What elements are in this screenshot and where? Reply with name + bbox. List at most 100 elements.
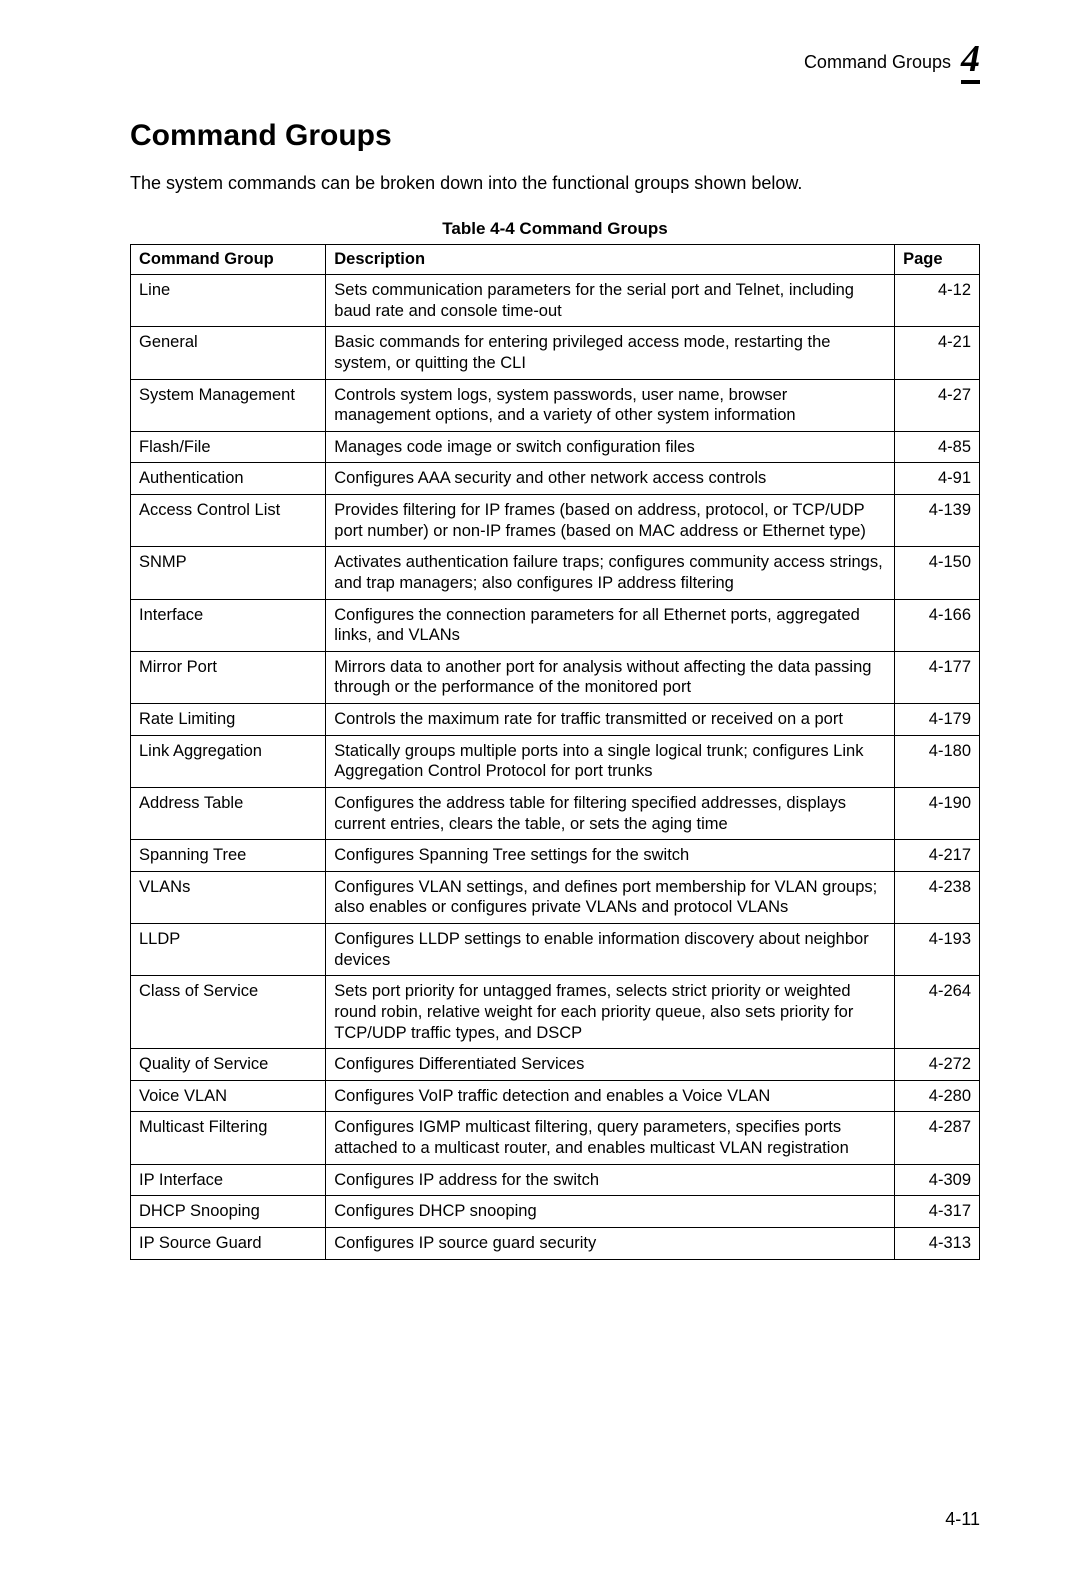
cell-command-group: DHCP Snooping bbox=[131, 1196, 326, 1228]
cell-page: 4-313 bbox=[895, 1227, 980, 1259]
cell-description: Activates authentication failure traps; … bbox=[326, 547, 895, 599]
cell-command-group: System Management bbox=[131, 379, 326, 431]
cell-command-group: Spanning Tree bbox=[131, 840, 326, 872]
table-row: VLANsConfigures VLAN settings, and defin… bbox=[131, 871, 980, 923]
cell-command-group: Interface bbox=[131, 599, 326, 651]
cell-command-group: IP Source Guard bbox=[131, 1227, 326, 1259]
cell-page: 4-190 bbox=[895, 787, 980, 839]
table-row: Class of ServiceSets port priority for u… bbox=[131, 976, 980, 1049]
running-head-text: Command Groups bbox=[804, 52, 951, 73]
cell-page: 4-238 bbox=[895, 871, 980, 923]
cell-page: 4-264 bbox=[895, 976, 980, 1049]
cell-command-group: Link Aggregation bbox=[131, 735, 326, 787]
col-header-group: Command Group bbox=[131, 245, 326, 275]
cell-description: Statically groups multiple ports into a … bbox=[326, 735, 895, 787]
table-caption: Table 4-4 Command Groups bbox=[130, 219, 980, 239]
cell-page: 4-139 bbox=[895, 495, 980, 547]
chapter-number-badge: 4 bbox=[961, 40, 980, 84]
cell-command-group: VLANs bbox=[131, 871, 326, 923]
table-row: Rate LimitingControls the maximum rate f… bbox=[131, 704, 980, 736]
cell-command-group: Access Control List bbox=[131, 495, 326, 547]
cell-command-group: Address Table bbox=[131, 787, 326, 839]
cell-page: 4-177 bbox=[895, 651, 980, 703]
cell-page: 4-27 bbox=[895, 379, 980, 431]
cell-description: Mirrors data to another port for analysi… bbox=[326, 651, 895, 703]
table-row: Link AggregationStatically groups multip… bbox=[131, 735, 980, 787]
table-row: LLDPConfigures LLDP settings to enable i… bbox=[131, 924, 980, 976]
table-row: GeneralBasic commands for entering privi… bbox=[131, 327, 980, 379]
intro-paragraph: The system commands can be broken down i… bbox=[130, 173, 980, 194]
cell-description: Sets port priority for untagged frames, … bbox=[326, 976, 895, 1049]
table-row: DHCP SnoopingConfigures DHCP snooping4-3… bbox=[131, 1196, 980, 1228]
cell-command-group: Multicast Filtering bbox=[131, 1112, 326, 1164]
cell-page: 4-91 bbox=[895, 463, 980, 495]
cell-command-group: Authentication bbox=[131, 463, 326, 495]
cell-description: Basic commands for entering privileged a… bbox=[326, 327, 895, 379]
cell-command-group: Quality of Service bbox=[131, 1049, 326, 1081]
col-header-description: Description bbox=[326, 245, 895, 275]
col-header-page: Page bbox=[895, 245, 980, 275]
table-row: LineSets communication parameters for th… bbox=[131, 275, 980, 327]
page-number: 4-11 bbox=[945, 1509, 980, 1530]
cell-description: Configures VLAN settings, and defines po… bbox=[326, 871, 895, 923]
table-row: IP Source GuardConfigures IP source guar… bbox=[131, 1227, 980, 1259]
table-row: Mirror PortMirrors data to another port … bbox=[131, 651, 980, 703]
cell-page: 4-180 bbox=[895, 735, 980, 787]
cell-description: Configures LLDP settings to enable infor… bbox=[326, 924, 895, 976]
cell-page: 4-21 bbox=[895, 327, 980, 379]
cell-description: Configures the address table for filteri… bbox=[326, 787, 895, 839]
table-header-row: Command Group Description Page bbox=[131, 245, 980, 275]
cell-description: Provides filtering for IP frames (based … bbox=[326, 495, 895, 547]
cell-page: 4-309 bbox=[895, 1164, 980, 1196]
cell-description: Configures Differentiated Services bbox=[326, 1049, 895, 1081]
cell-command-group: Rate Limiting bbox=[131, 704, 326, 736]
table-row: Spanning TreeConfigures Spanning Tree se… bbox=[131, 840, 980, 872]
table-row: AuthenticationConfigures AAA security an… bbox=[131, 463, 980, 495]
cell-page: 4-85 bbox=[895, 431, 980, 463]
cell-description: Configures the connection parameters for… bbox=[326, 599, 895, 651]
cell-page: 4-287 bbox=[895, 1112, 980, 1164]
cell-page: 4-280 bbox=[895, 1080, 980, 1112]
table-row: System ManagementControls system logs, s… bbox=[131, 379, 980, 431]
cell-command-group: Mirror Port bbox=[131, 651, 326, 703]
cell-page: 4-179 bbox=[895, 704, 980, 736]
cell-command-group: Class of Service bbox=[131, 976, 326, 1049]
cell-description: Controls the maximum rate for traffic tr… bbox=[326, 704, 895, 736]
section-title: Command Groups bbox=[130, 119, 980, 153]
table-row: SNMPActivates authentication failure tra… bbox=[131, 547, 980, 599]
table-body: LineSets communication parameters for th… bbox=[131, 275, 980, 1260]
cell-description: Configures VoIP traffic detection and en… bbox=[326, 1080, 895, 1112]
command-groups-table: Command Group Description Page LineSets … bbox=[130, 244, 980, 1260]
cell-description: Configures IP address for the switch bbox=[326, 1164, 895, 1196]
table-row: Voice VLANConfigures VoIP traffic detect… bbox=[131, 1080, 980, 1112]
cell-page: 4-193 bbox=[895, 924, 980, 976]
cell-page: 4-12 bbox=[895, 275, 980, 327]
cell-command-group: SNMP bbox=[131, 547, 326, 599]
cell-description: Configures DHCP snooping bbox=[326, 1196, 895, 1228]
cell-page: 4-272 bbox=[895, 1049, 980, 1081]
cell-command-group: LLDP bbox=[131, 924, 326, 976]
cell-description: Configures AAA security and other networ… bbox=[326, 463, 895, 495]
table-row: Access Control ListProvides filtering fo… bbox=[131, 495, 980, 547]
running-header: Command Groups 4 bbox=[130, 40, 980, 84]
cell-command-group: Line bbox=[131, 275, 326, 327]
cell-description: Configures Spanning Tree settings for th… bbox=[326, 840, 895, 872]
cell-page: 4-150 bbox=[895, 547, 980, 599]
table-row: Quality of ServiceConfigures Differentia… bbox=[131, 1049, 980, 1081]
cell-command-group: General bbox=[131, 327, 326, 379]
table-row: InterfaceConfigures the connection param… bbox=[131, 599, 980, 651]
cell-command-group: Voice VLAN bbox=[131, 1080, 326, 1112]
table-row: Flash/FileManages code image or switch c… bbox=[131, 431, 980, 463]
cell-page: 4-317 bbox=[895, 1196, 980, 1228]
table-row: Multicast FilteringConfigures IGMP multi… bbox=[131, 1112, 980, 1164]
cell-description: Controls system logs, system passwords, … bbox=[326, 379, 895, 431]
cell-description: Configures IGMP multicast filtering, que… bbox=[326, 1112, 895, 1164]
cell-description: Manages code image or switch configurati… bbox=[326, 431, 895, 463]
cell-page: 4-217 bbox=[895, 840, 980, 872]
cell-description: Configures IP source guard security bbox=[326, 1227, 895, 1259]
table-row: Address TableConfigures the address tabl… bbox=[131, 787, 980, 839]
cell-description: Sets communication parameters for the se… bbox=[326, 275, 895, 327]
cell-command-group: Flash/File bbox=[131, 431, 326, 463]
table-row: IP InterfaceConfigures IP address for th… bbox=[131, 1164, 980, 1196]
cell-page: 4-166 bbox=[895, 599, 980, 651]
